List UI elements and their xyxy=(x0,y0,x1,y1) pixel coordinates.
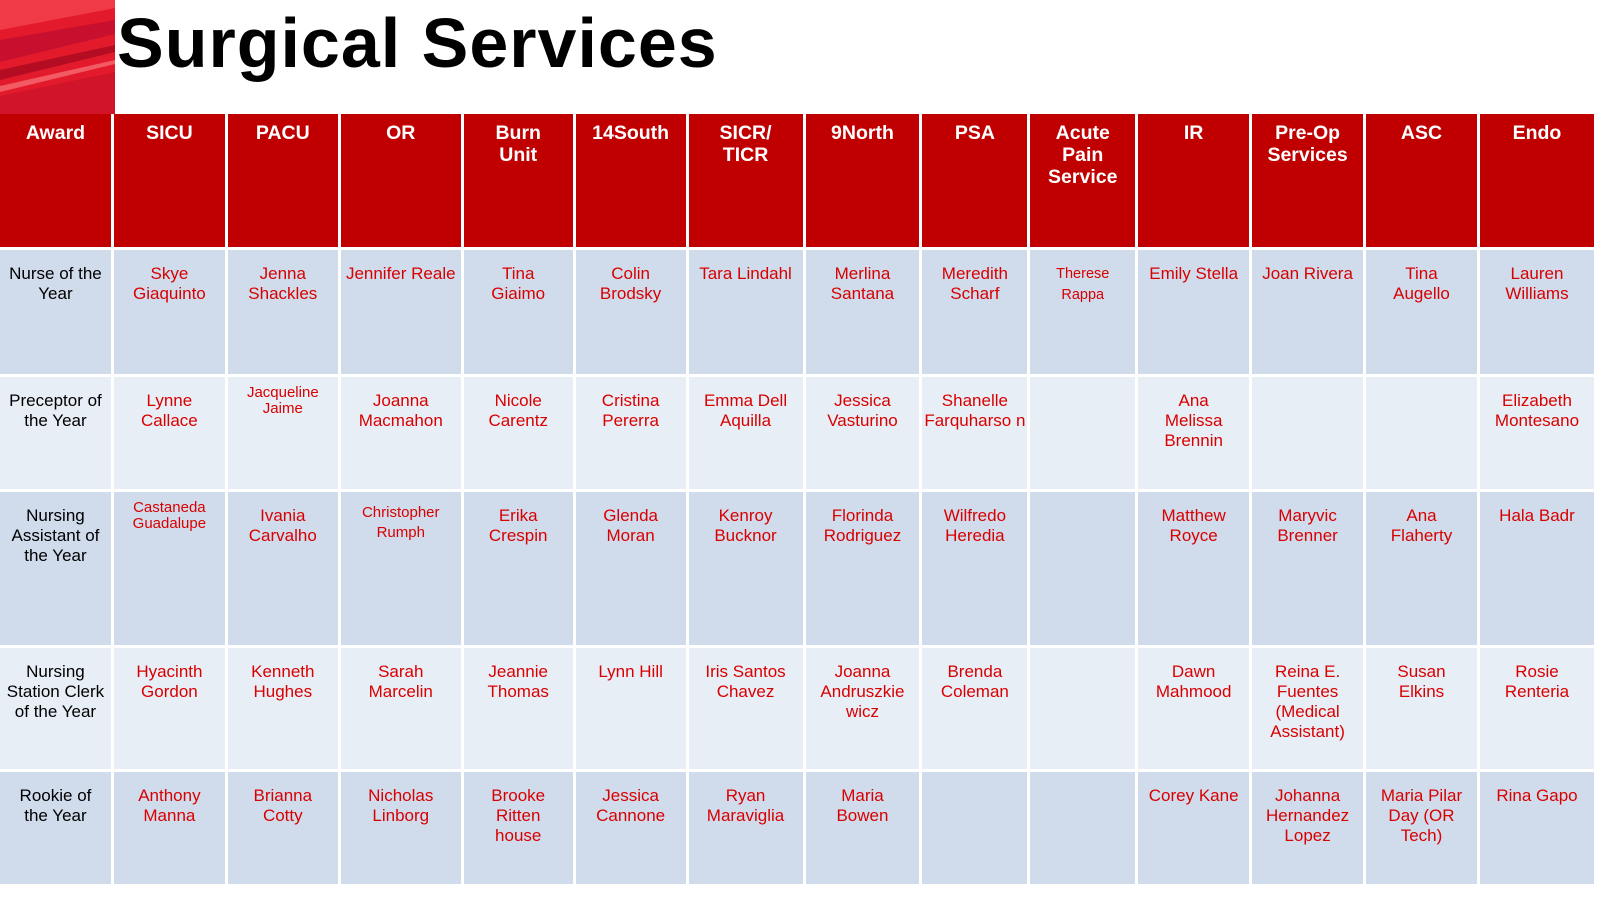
winner-cell: Lauren Williams xyxy=(1479,250,1594,374)
winner-cell: Kenroy Bucknor xyxy=(688,492,803,645)
winner-cell: Hala Badr xyxy=(1479,492,1594,645)
winner-cell: Elizabeth Montesano xyxy=(1479,377,1594,489)
winner-cell: Castaneda Guadalupe xyxy=(113,492,225,645)
winner-cell: Brianna Cotty xyxy=(227,772,338,884)
winner-cell: Reina E. Fuentes (Medical Assistant) xyxy=(1252,648,1364,769)
winner-cell xyxy=(1366,377,1477,489)
winner-cell: Lynne Callace xyxy=(113,377,225,489)
winner-cell: Joanna Andruszkie wicz xyxy=(805,648,920,769)
winner-cell: Jenna Shackles xyxy=(227,250,338,374)
table-header-row: Award SICU PACU OR Burn Unit 14South SIC… xyxy=(0,114,1594,247)
winner-cell: Maryvic Brenner xyxy=(1252,492,1364,645)
winner-cell: Therese Rappa xyxy=(1030,250,1136,374)
winner-cell: Hyacinth Gordon xyxy=(113,648,225,769)
column-header-asc: ASC xyxy=(1366,114,1477,247)
winner-cell: Joan Rivera xyxy=(1252,250,1364,374)
winner-cell: Jessica Vasturino xyxy=(805,377,920,489)
winner-cell: Jennifer Reale xyxy=(340,250,461,374)
winner-cell: Erika Crespin xyxy=(463,492,573,645)
winner-cell: Tara Lindahl xyxy=(688,250,803,374)
winner-cell: Susan Elkins xyxy=(1366,648,1477,769)
winner-cell: Iris Santos Chavez xyxy=(688,648,803,769)
winner-cell: Ana Flaherty xyxy=(1366,492,1477,645)
winner-cell: Shanelle Farquharso n xyxy=(922,377,1028,489)
winner-cell: Jessica Cannone xyxy=(575,772,686,884)
winner-cell xyxy=(1030,377,1136,489)
winner-cell: Tina Giaimo xyxy=(463,250,573,374)
winner-cell: Johanna Hernandez Lopez xyxy=(1252,772,1364,884)
red-stripes-logo-icon xyxy=(0,0,115,114)
column-header-ir: IR xyxy=(1138,114,1250,247)
award-label: Nursing Assistant of the Year xyxy=(0,492,111,645)
column-header-acute-pain-service: Acute Pain Service xyxy=(1030,114,1136,247)
award-label: Nursing Station Clerk of the Year xyxy=(0,648,111,769)
winner-cell: Kenneth Hughes xyxy=(227,648,338,769)
column-header-or: OR xyxy=(340,114,461,247)
winner-cell: Florinda Rodriguez xyxy=(805,492,920,645)
winner-cell: Glenda Moran xyxy=(575,492,686,645)
column-header-pre-op-services: Pre-Op Services xyxy=(1252,114,1364,247)
column-header-burn-unit: Burn Unit xyxy=(463,114,573,247)
winner-cell: Colin Brodsky xyxy=(575,250,686,374)
winner-cell: Joanna Macmahon xyxy=(340,377,461,489)
winner-cell: Nicole Carentz xyxy=(463,377,573,489)
winner-cell: Wilfredo Heredia xyxy=(922,492,1028,645)
award-label: Rookie of the Year xyxy=(0,772,111,884)
awards-table: Award SICU PACU OR Burn Unit 14South SIC… xyxy=(0,111,1597,887)
winner-cell: Matthew Royce xyxy=(1138,492,1250,645)
winner-cell: Meredith Scharf xyxy=(922,250,1028,374)
winner-cell xyxy=(922,772,1028,884)
winner-cell: Maria Pilar Day (OR Tech) xyxy=(1366,772,1477,884)
winner-cell: Ana Melissa Brennin xyxy=(1138,377,1250,489)
winner-cell xyxy=(1030,492,1136,645)
award-label: Preceptor of the Year xyxy=(0,377,111,489)
winner-cell xyxy=(1030,648,1136,769)
winner-cell: Christopher Rumph xyxy=(340,492,461,645)
winner-cell: Cristina Pererra xyxy=(575,377,686,489)
winner-cell: Rosie Renteria xyxy=(1479,648,1594,769)
winner-cell: Brenda Coleman xyxy=(922,648,1028,769)
column-header-endo: Endo xyxy=(1479,114,1594,247)
column-header-sicu: SICU xyxy=(113,114,225,247)
winner-cell: Jeannie Thomas xyxy=(463,648,573,769)
winner-cell: Sarah Marcelin xyxy=(340,648,461,769)
table-row: Nursing Station Clerk of the Year Hyacin… xyxy=(0,648,1594,769)
winner-cell: Brooke Ritten house xyxy=(463,772,573,884)
winner-cell: Emily Stella xyxy=(1138,250,1250,374)
winner-cell: Rina Gapo xyxy=(1479,772,1594,884)
winner-cell: Emma Dell Aquilla xyxy=(688,377,803,489)
table-row: Rookie of the Year Anthony Manna Brianna… xyxy=(0,772,1594,884)
award-label: Nurse of the Year xyxy=(0,250,111,374)
winner-cell: Corey Kane xyxy=(1138,772,1250,884)
winner-cell: Skye Giaquinto xyxy=(113,250,225,374)
table-row: Preceptor of the Year Lynne Callace Jacq… xyxy=(0,377,1594,489)
winner-cell: Nicholas Linborg xyxy=(340,772,461,884)
winner-cell: Ivania Carvalho xyxy=(227,492,338,645)
winner-cell: Dawn Mahmood xyxy=(1138,648,1250,769)
column-header-9north: 9North xyxy=(805,114,920,247)
winner-cell: Jacqueline Jaime xyxy=(227,377,338,489)
winner-cell xyxy=(1252,377,1364,489)
winner-cell: Anthony Manna xyxy=(113,772,225,884)
table-row: Nursing Assistant of the Year Castaneda … xyxy=(0,492,1594,645)
column-header-sicr-ticr: SICR/ TICR xyxy=(688,114,803,247)
column-header-psa: PSA xyxy=(922,114,1028,247)
winner-cell xyxy=(1030,772,1136,884)
winner-cell: Tina Augello xyxy=(1366,250,1477,374)
page-title: Surgical Services xyxy=(117,4,718,82)
column-header-award: Award xyxy=(0,114,111,247)
winner-cell: Maria Bowen xyxy=(805,772,920,884)
column-header-14south: 14South xyxy=(575,114,686,247)
column-header-pacu: PACU xyxy=(227,114,338,247)
winner-cell: Lynn Hill xyxy=(575,648,686,769)
table-row: Nurse of the Year Skye Giaquinto Jenna S… xyxy=(0,250,1594,374)
winner-cell: Merlina Santana xyxy=(805,250,920,374)
winner-cell: Ryan Maraviglia xyxy=(688,772,803,884)
